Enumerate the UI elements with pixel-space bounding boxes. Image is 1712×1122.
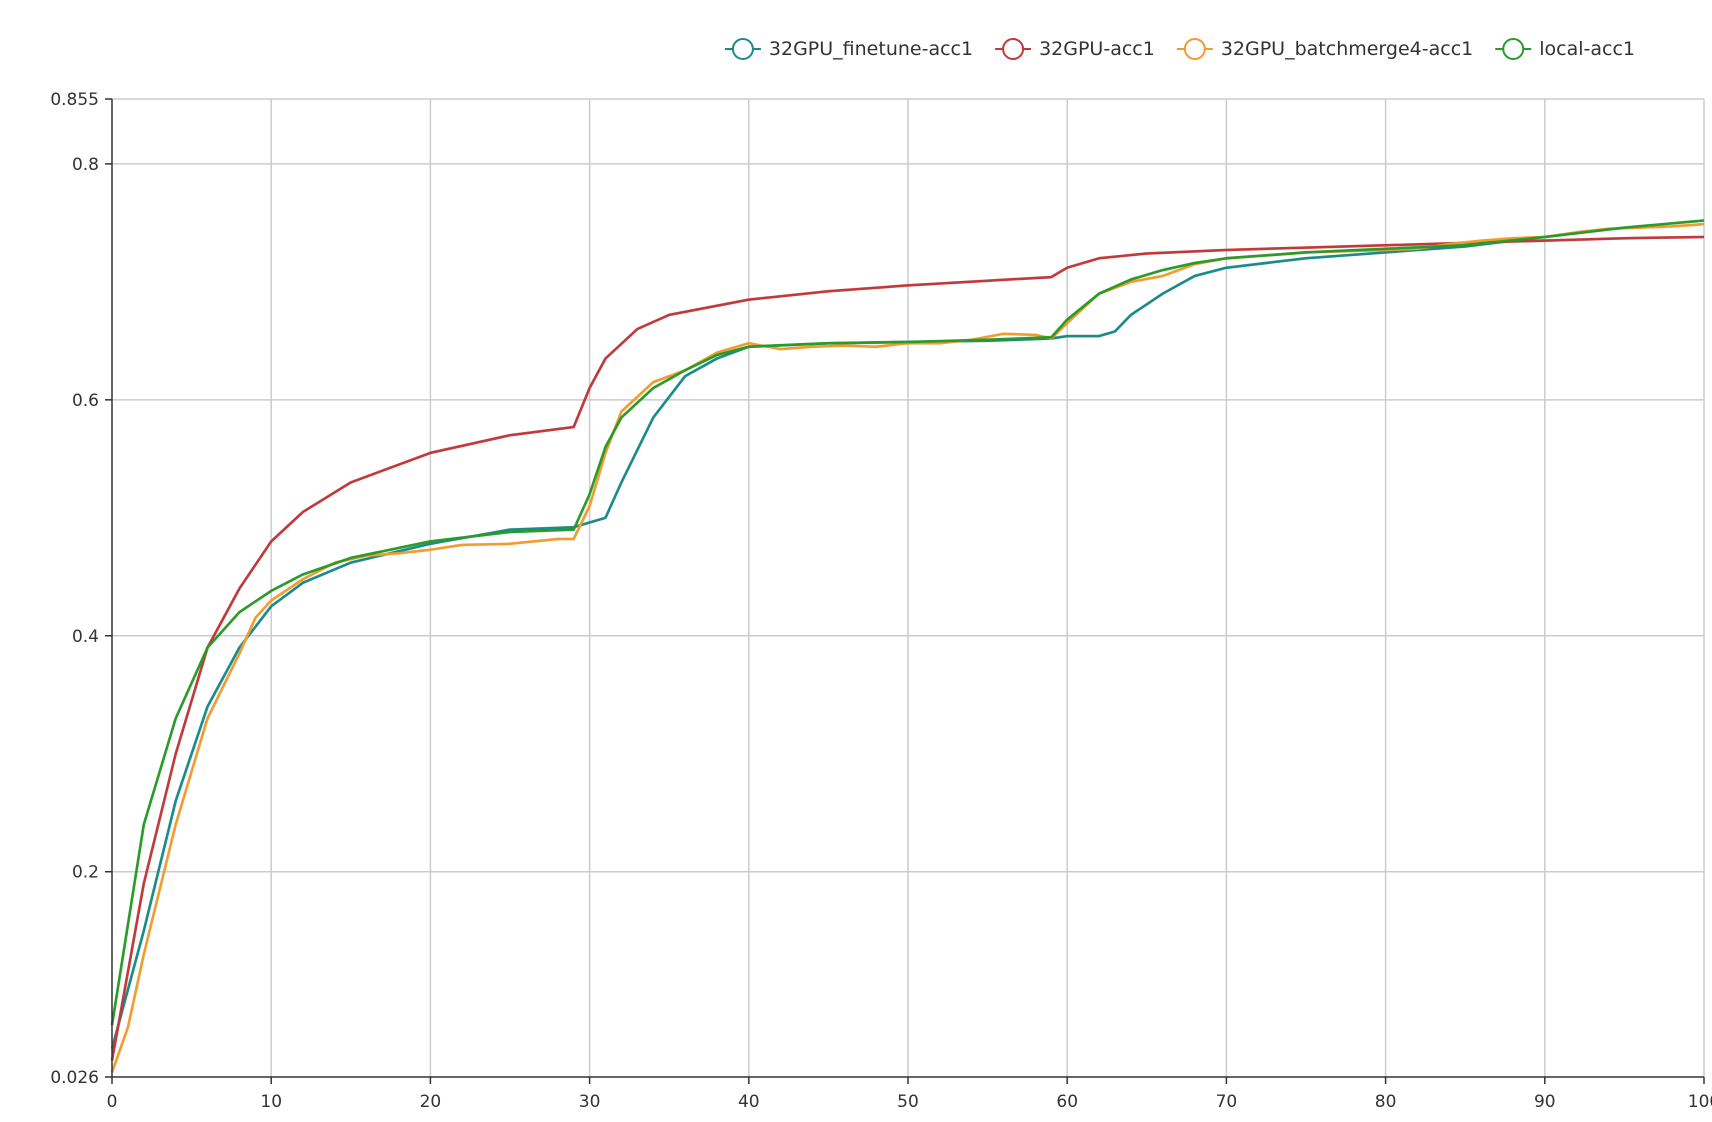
legend-marker xyxy=(1002,38,1025,60)
series-line xyxy=(110,219,1705,1026)
x-tick-label: 30 xyxy=(579,1092,601,1112)
axes: 0 10 20 30 40 50 60 70 80 90 100 0.026 0.2 0.4 0.6 0.8 0… xyxy=(50,90,1712,1112)
legend-label: 32GPU_batchmerge4-acc1 xyxy=(1221,38,1473,60)
legend-label: 32GPU-acc1 xyxy=(1039,38,1155,60)
legend-marker xyxy=(731,38,754,60)
series-layer xyxy=(110,219,1705,1073)
x-tick-label: 10 xyxy=(260,1092,282,1112)
x-tick-label: 70 xyxy=(1216,1092,1238,1112)
legend-item[interactable]: local-acc1 xyxy=(1495,38,1635,60)
x-tick-label: 100 xyxy=(1688,1092,1712,1112)
grid-lines xyxy=(112,98,1705,1077)
x-tick-label: 0 xyxy=(107,1092,118,1112)
legend-marker xyxy=(1502,38,1525,60)
y-tick-label: 0.026 xyxy=(50,1068,99,1088)
series-raw-line xyxy=(110,239,1545,1050)
legend-item[interactable]: 32GPU-acc1 xyxy=(995,38,1155,60)
legend-item[interactable]: 32GPU_finetune-acc1 xyxy=(724,38,973,60)
legend[interactable]: 32GPU_finetune-acc1 32GPU-acc1 32GPU_batch… xyxy=(724,38,1635,60)
series-line xyxy=(110,239,1545,1050)
y-tick-label: 0.4 xyxy=(72,627,99,647)
legend-marker xyxy=(1183,38,1206,60)
legend-label: 32GPU_finetune-acc1 xyxy=(769,38,973,60)
y-tick-label: 0.8 xyxy=(72,155,99,175)
x-tick-label: 60 xyxy=(1056,1092,1078,1112)
y-tick-label: 0.2 xyxy=(72,863,99,883)
series-line xyxy=(110,235,1705,1061)
legend-item[interactable]: 32GPU_batchmerge4-acc1 xyxy=(1176,38,1473,60)
x-tick-label: 80 xyxy=(1375,1092,1397,1112)
x-tick-label: 90 xyxy=(1534,1092,1556,1112)
legend-label: local-acc1 xyxy=(1539,38,1635,60)
y-tick-label: 0.855 xyxy=(50,90,99,110)
x-tick-label: 20 xyxy=(420,1092,442,1112)
x-tick-label: 40 xyxy=(738,1092,760,1112)
y-tick-label: 0.6 xyxy=(72,391,99,411)
x-tick-label: 50 xyxy=(897,1092,919,1112)
